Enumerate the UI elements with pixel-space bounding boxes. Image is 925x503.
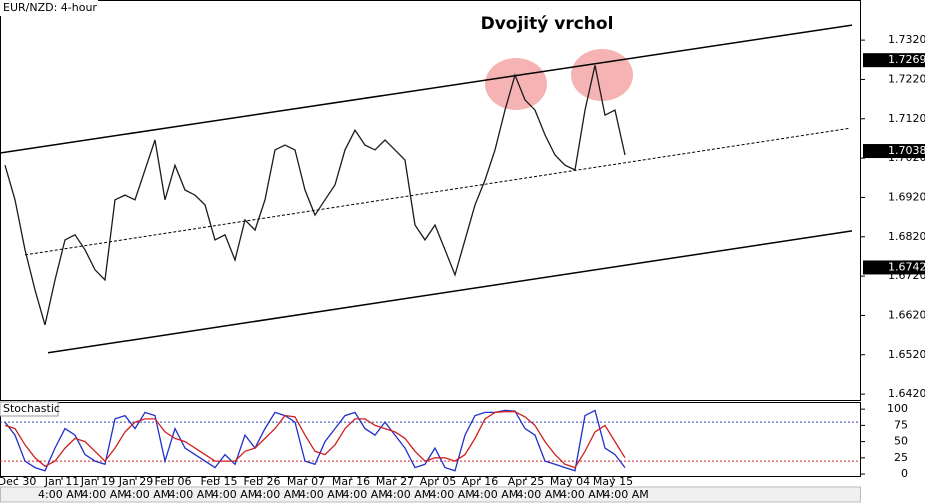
time-label: 4:00 AM <box>299 488 344 501</box>
time-label: 4:00 AM <box>38 488 83 501</box>
time-label: 4:00 AM <box>604 488 649 501</box>
x-tick-label: Mar 07 <box>287 475 325 488</box>
title-box <box>0 0 98 16</box>
time-label: 4:00 AM <box>82 488 127 501</box>
y-tick-label: 1.6820 <box>888 230 925 243</box>
stoch-tick-label: 50 <box>894 435 908 448</box>
price-label: 1.6742 <box>888 260 925 273</box>
top-marker <box>485 58 547 110</box>
top-marker <box>571 49 633 101</box>
trendline <box>24 127 851 256</box>
time-label: 4:00 AM <box>343 488 388 501</box>
x-tick-label: Mar 16 <box>332 475 370 488</box>
series-line <box>4 409 626 472</box>
x-tick-label: Feb 26 <box>244 475 281 488</box>
stoch-tick-label: 0 <box>901 467 908 480</box>
price-label-box <box>863 144 925 159</box>
x-tick-label: Jan 29 <box>118 475 153 488</box>
x-tick-label: Feb 15 <box>201 475 238 488</box>
time-label: 4:00 AM <box>256 488 301 501</box>
price-pane <box>0 0 861 401</box>
y-tick-label: 1.6620 <box>888 308 925 321</box>
annotation: Dvojitý vrchol <box>481 14 614 34</box>
y-tick-label: 1.6920 <box>888 190 925 203</box>
stochastic-title-box <box>0 401 59 417</box>
time-label: 4:00 AM <box>125 488 170 501</box>
y-tick-label: 1.6420 <box>888 387 925 400</box>
x-tick-label: May 15 <box>593 475 633 488</box>
y-tick-label: 1.6520 <box>888 348 925 361</box>
x-tick-label: Mar 27 <box>376 475 414 488</box>
series-line <box>4 411 626 469</box>
stoch-tick-label: 25 <box>894 451 908 464</box>
x-tick-label: Dec 30 <box>0 475 36 488</box>
x-tick-label: Apr 25 <box>508 475 545 488</box>
trendline <box>47 230 853 354</box>
y-tick-label: 1.7120 <box>888 112 925 125</box>
y-tick-label: 1.7220 <box>888 72 925 85</box>
stochastic-title: Stochastic <box>3 402 60 415</box>
time-label: 4:00 AM <box>430 488 475 501</box>
time-label: 4:00 AM <box>169 488 214 501</box>
x-tick-label: Apr 05 <box>420 475 457 488</box>
x-tick-label: Apr 16 <box>462 475 499 488</box>
trendline <box>0 24 853 154</box>
x-tick-label: Feb 06 <box>155 475 192 488</box>
time-label: 4:00 AM <box>386 488 431 501</box>
series-line <box>4 65 626 326</box>
x-tick-label: Jan 11 <box>44 475 79 488</box>
price-label-box <box>863 260 925 275</box>
time-label: 4:00 AM <box>517 488 562 501</box>
scrollbar[interactable] <box>0 486 861 503</box>
price-label: 1.7038 <box>888 144 925 157</box>
stochastic-pane <box>0 402 861 477</box>
stoch-tick-label: 75 <box>894 418 908 431</box>
chart-title: EUR/NZD: 4-hour <box>3 1 97 14</box>
stoch-tick-label: 100 <box>887 402 908 415</box>
x-tick-label: Jan 19 <box>80 475 115 488</box>
x-tick-label: May 04 <box>550 475 590 488</box>
time-label: 4:00 AM <box>473 488 518 501</box>
time-label: 4:00 AM <box>560 488 605 501</box>
price-label-box <box>863 53 925 68</box>
price-label: 1.7269 <box>888 53 925 66</box>
time-label: 4:00 AM <box>212 488 257 501</box>
y-tick-label: 1.7320 <box>888 33 925 46</box>
